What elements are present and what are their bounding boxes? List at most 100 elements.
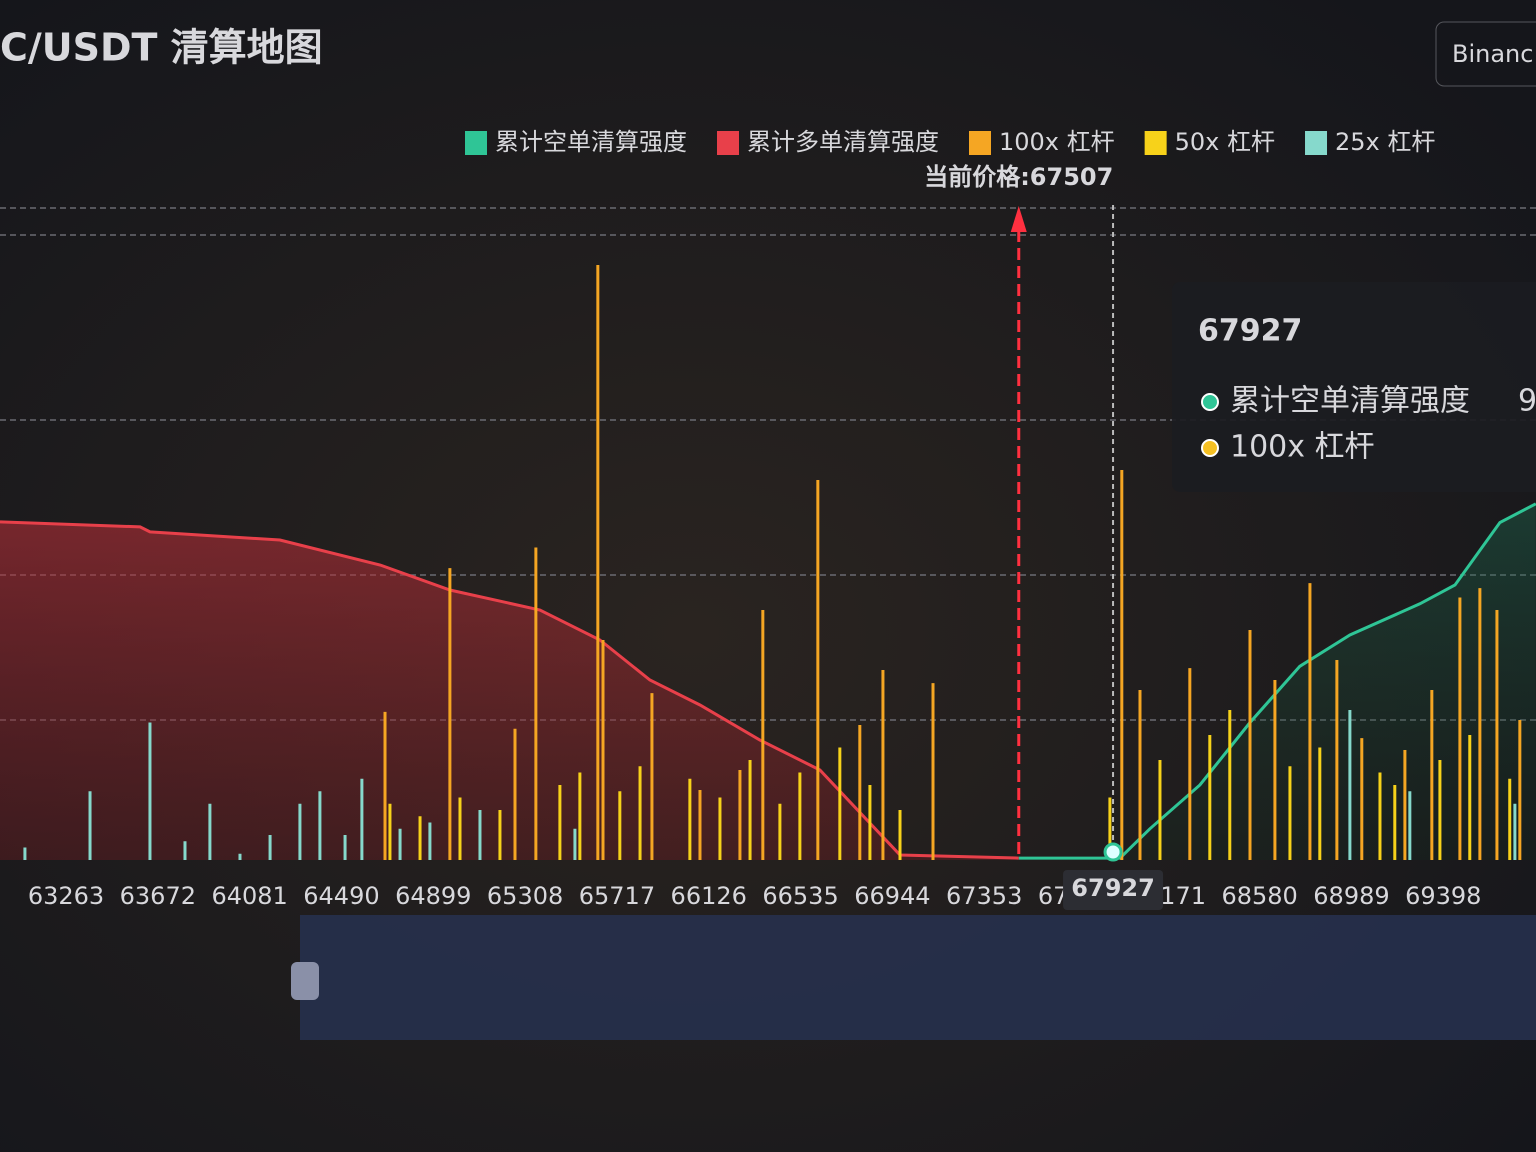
bar [1403, 750, 1407, 860]
bar [1273, 680, 1277, 860]
bar [931, 683, 935, 860]
bar [688, 778, 692, 860]
bar [1138, 690, 1142, 860]
x-tick-label: 64490 [303, 882, 379, 910]
area [1018, 503, 1536, 860]
x-tick-label: 68580 [1221, 882, 1297, 910]
x-tick-label: 64081 [211, 882, 287, 910]
bar [798, 772, 802, 860]
legend-label: 25x 杠杆 [1335, 128, 1435, 156]
x-tick-label: 66126 [671, 882, 747, 910]
bar [388, 803, 392, 860]
x-tick-label: 63263 [28, 882, 104, 910]
bar [1408, 791, 1412, 860]
bar [1393, 785, 1397, 860]
bar [1495, 610, 1499, 860]
bar [1508, 778, 1512, 860]
crosshair-label-box [1063, 870, 1164, 910]
bar [448, 568, 452, 860]
bar [318, 791, 322, 860]
bar [148, 722, 152, 860]
bar [183, 841, 187, 860]
bar [208, 803, 212, 860]
bar [838, 747, 842, 860]
bar [596, 265, 600, 860]
bar [1158, 760, 1162, 860]
bar [1360, 738, 1364, 860]
bar [761, 610, 765, 860]
bar [360, 778, 364, 860]
bar [601, 640, 605, 860]
slider-handle[interactable] [291, 962, 319, 1000]
exchange-button-label[interactable]: Binanc [1452, 40, 1533, 68]
bar [498, 810, 502, 860]
line [0, 520, 1019, 860]
tooltip-row-name: 累计空单清算强度 [1230, 384, 1470, 419]
bar [383, 711, 387, 860]
x-tick-label: 66535 [762, 882, 838, 910]
bar [1478, 588, 1482, 860]
crosshair-dot [1103, 842, 1123, 862]
bar [898, 810, 902, 860]
bar [23, 847, 27, 860]
bar [1348, 710, 1352, 860]
legend-label: 累计空单清算强度 [495, 128, 687, 156]
bar [738, 770, 742, 860]
tooltip-dot [1201, 439, 1219, 457]
bar [1513, 803, 1517, 860]
bar [650, 693, 654, 860]
legend-swatch [1144, 131, 1167, 155]
bar [868, 785, 872, 860]
bar [1288, 766, 1292, 860]
bar [88, 791, 92, 860]
bar [1318, 747, 1322, 860]
x-tick-label: 67353 [946, 882, 1022, 910]
current-price-arrow [1010, 206, 1027, 232]
bar [1120, 470, 1124, 860]
bar [718, 797, 722, 860]
legend-label: 50x 杠杆 [1175, 128, 1275, 156]
x-tick-label: 66944 [854, 882, 930, 910]
page-title: C/USDT 清算地图 [0, 26, 323, 70]
bar [458, 797, 462, 860]
legend-swatch [969, 131, 991, 155]
bar [1188, 668, 1192, 860]
bar [1248, 630, 1252, 860]
x-tick-label: 65717 [579, 882, 655, 910]
bar [534, 547, 538, 860]
bar [638, 766, 642, 860]
tooltip-row-value: 9 [1518, 384, 1536, 419]
x-tick-label: 65308 [487, 882, 563, 910]
bar [748, 760, 752, 860]
tooltip-dot [1201, 393, 1219, 411]
zoom-slider[interactable] [300, 915, 1536, 1040]
x-tick-label: 69398 [1405, 882, 1481, 910]
x-tick-label: 63672 [120, 882, 196, 910]
bar [343, 835, 347, 860]
bar [478, 810, 482, 860]
bar [1108, 797, 1112, 860]
bar [1468, 735, 1472, 860]
bar [268, 835, 272, 860]
tooltip-title: 67927 [1198, 314, 1302, 349]
bar [578, 772, 582, 860]
bar [1438, 760, 1442, 860]
bar [418, 816, 422, 860]
bar [881, 670, 885, 860]
x-tick-label: 68989 [1313, 882, 1389, 910]
bar [858, 725, 862, 860]
bar [573, 828, 577, 860]
current-price-label: 当前价格:67507 [924, 163, 1113, 191]
bar [1228, 710, 1232, 860]
bar [238, 853, 242, 860]
legend-label: 100x 杠杆 [999, 128, 1115, 156]
exchange-button[interactable] [1435, 21, 1536, 87]
bar [1430, 690, 1434, 860]
bar [428, 822, 432, 860]
legend-swatch [1305, 131, 1328, 155]
bar [1378, 772, 1382, 860]
legend-swatch [717, 131, 739, 155]
bar [558, 785, 562, 860]
crosshair-label: 67927 [1071, 874, 1155, 902]
bar [398, 828, 402, 860]
